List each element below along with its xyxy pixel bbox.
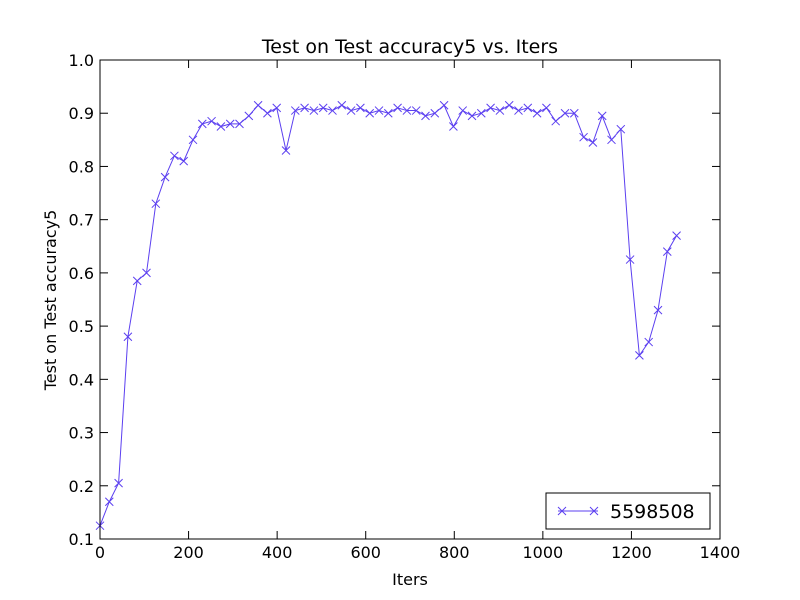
data-point	[290, 106, 300, 115]
data-point	[569, 108, 579, 118]
y-tick-label: 0.7	[69, 211, 94, 230]
data-point	[160, 172, 170, 182]
legend-marker	[557, 506, 567, 516]
data-point	[504, 100, 514, 110]
data-point	[114, 478, 123, 488]
data-point	[662, 247, 672, 256]
data-point	[225, 119, 235, 129]
data-point	[439, 100, 449, 110]
data-point	[542, 103, 551, 113]
data-point	[365, 108, 375, 118]
x-tick-label: 1400	[700, 543, 741, 562]
data-point	[393, 103, 402, 113]
x-tick-label: 400	[262, 543, 293, 562]
data-point	[402, 106, 412, 115]
x-tick-label: 800	[439, 543, 470, 562]
y-tick-label: 0.9	[69, 104, 94, 123]
data-point	[346, 106, 356, 115]
data-point	[514, 106, 523, 115]
data-point	[272, 103, 282, 113]
data-point	[644, 337, 654, 347]
y-axis-label: Test on Test accuracy5	[41, 210, 60, 392]
data-point	[244, 111, 254, 121]
data-point	[263, 108, 272, 118]
data-point	[579, 132, 588, 142]
data-point	[430, 108, 440, 118]
data-point	[235, 119, 244, 129]
y-tick-label: 0.5	[69, 317, 94, 336]
y-tick-label: 0.2	[69, 477, 94, 496]
data-point	[123, 332, 133, 342]
data-point	[318, 103, 328, 113]
y-tick-label: 0.8	[69, 157, 94, 176]
y-tick-label: 0.1	[69, 530, 94, 549]
data-point	[476, 108, 486, 118]
data-point	[607, 135, 616, 145]
data-point	[625, 255, 635, 264]
data-point	[328, 106, 337, 115]
data-point	[188, 135, 198, 145]
data-point	[411, 106, 421, 115]
x-tick-label: 1200	[611, 543, 652, 562]
data-point	[551, 116, 561, 126]
data-point	[300, 103, 309, 113]
y-tick-label: 1.0	[69, 51, 94, 70]
data-point	[523, 103, 533, 113]
data-point	[253, 100, 263, 110]
data-point	[616, 124, 626, 134]
data-point	[207, 116, 216, 126]
data-point	[449, 122, 458, 131]
x-tick-label: 1000	[522, 543, 563, 562]
chart-title: Test on Test accuracy5 vs. Iters	[261, 36, 558, 58]
data-point	[170, 151, 179, 161]
data-point	[495, 106, 505, 115]
x-axis-label: Iters	[392, 570, 428, 589]
data-point	[197, 119, 207, 129]
data-point	[467, 111, 477, 121]
data-point	[588, 138, 598, 147]
data-point	[142, 268, 151, 278]
data-point	[653, 305, 663, 315]
data-point	[337, 100, 347, 110]
x-tick-label: 0	[95, 543, 105, 562]
data-point	[216, 122, 226, 131]
data-point	[421, 111, 430, 121]
x-tick-label: 200	[173, 543, 204, 562]
data-point	[383, 108, 393, 118]
data-point	[179, 156, 189, 166]
data-point	[635, 351, 644, 360]
legend-label: 5598508	[610, 501, 695, 523]
y-tick-label: 0.6	[69, 264, 94, 283]
data-point	[281, 146, 291, 155]
data-point	[104, 497, 114, 507]
data-point	[132, 276, 142, 286]
plot-frame	[99, 59, 721, 540]
y-tick-label: 0.3	[69, 424, 94, 443]
data-point	[560, 108, 570, 118]
data-point	[151, 199, 161, 209]
legend-marker	[589, 506, 599, 516]
data-point	[374, 106, 384, 115]
data-point	[672, 231, 681, 240]
x-tick-label: 600	[350, 543, 381, 562]
data-point	[458, 106, 468, 115]
data-point	[309, 106, 319, 115]
data-point	[597, 111, 607, 121]
data-point	[532, 108, 542, 118]
data-point	[486, 103, 495, 113]
y-tick-label: 0.4	[69, 370, 94, 389]
data-point	[356, 103, 365, 113]
